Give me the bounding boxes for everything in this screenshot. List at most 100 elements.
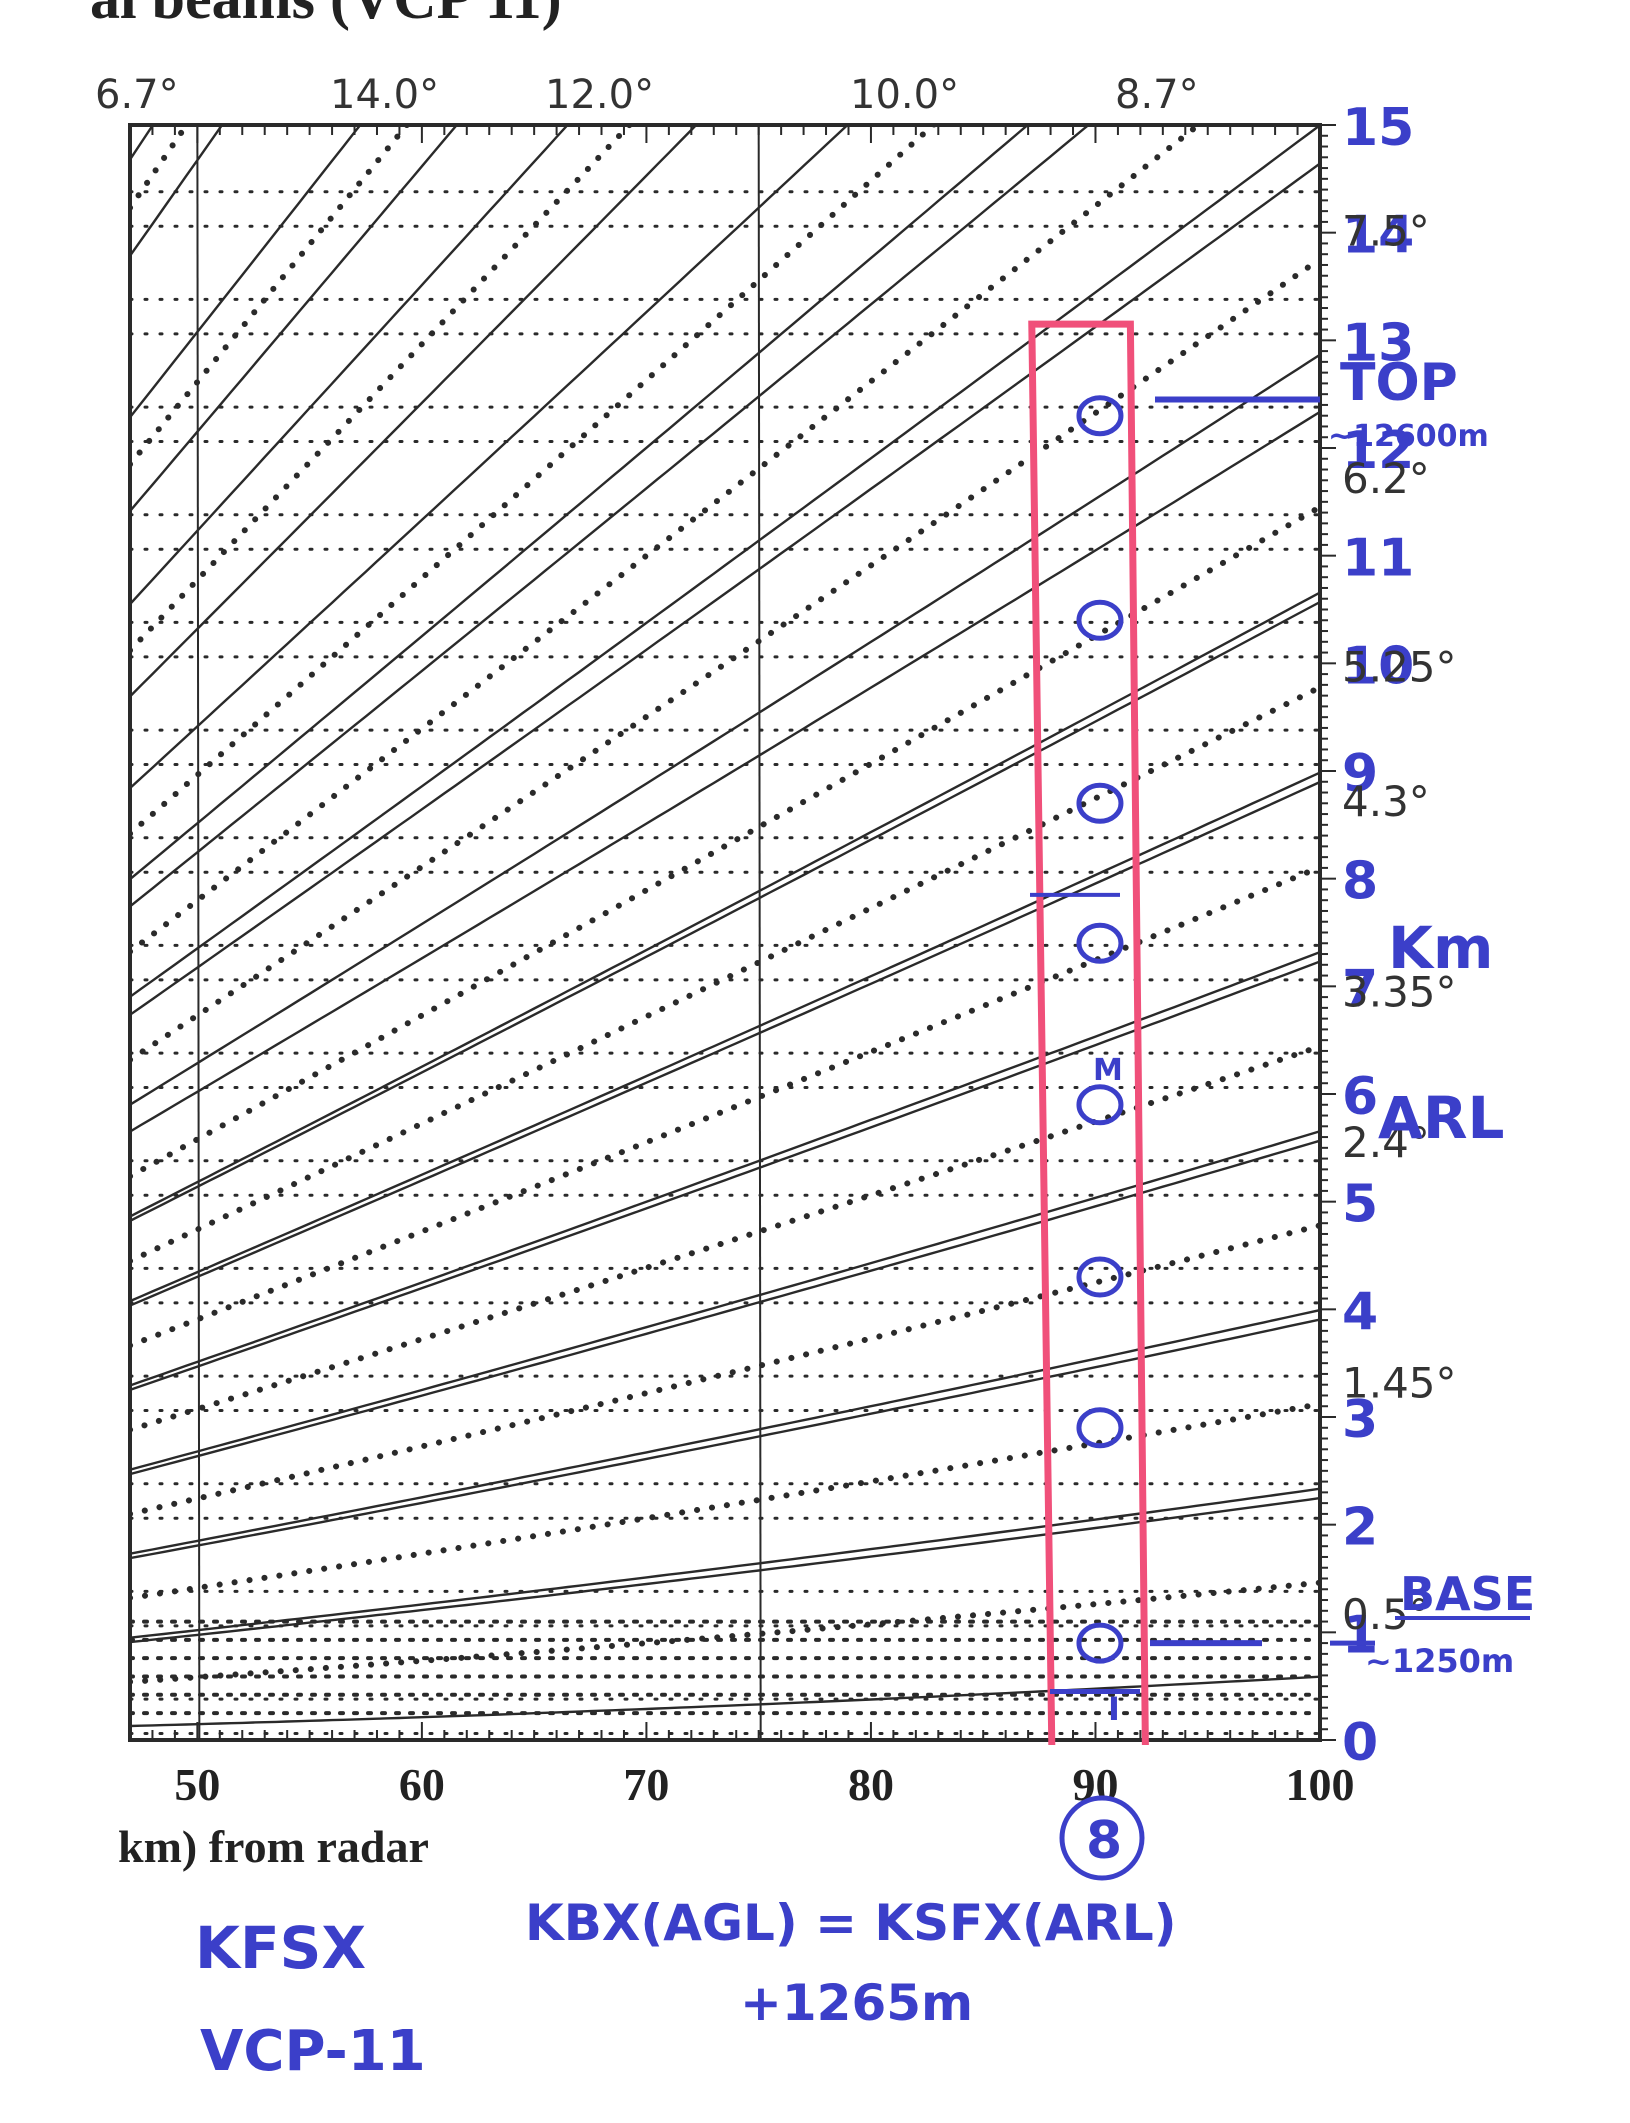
beam-lower-edge [130, 1675, 1320, 1728]
x-tick-label: 80 [848, 1759, 894, 1810]
vcp-annotation: VCP-11 [200, 2019, 426, 2084]
i-mark: I [1108, 1690, 1120, 1728]
x-tick-label: 70 [623, 1759, 669, 1810]
circled-sample-point [1076, 1622, 1124, 1664]
top-elevation-label: 8.7° [1115, 72, 1199, 118]
beam-centre-dots [130, 125, 411, 468]
beam-centre-dots [130, 125, 1204, 955]
top-value-annotation: ~12600m [1328, 419, 1489, 454]
beam-lower-edge [130, 125, 1030, 881]
right-elevation-label: 5.25° [1342, 642, 1457, 691]
reference-annotation: ARL [1378, 1084, 1505, 1152]
circled-sample-point [1076, 395, 1124, 437]
beam-upper-edge [130, 125, 1091, 908]
y-tick-label: 0 [1342, 1713, 1378, 1773]
beam-lower-edge [130, 600, 1320, 1222]
right-elevation-label: 2.4° [1342, 1118, 1430, 1167]
m-mark: M [1093, 1053, 1123, 1088]
right-elevation-label: 7.5° [1342, 206, 1430, 255]
axis-layer [128, 123, 1336, 1742]
top-elevation-label: 14.0° [330, 72, 439, 118]
formula-line1: KBX(AGL) = KSFX(ARL) [525, 1894, 1177, 1952]
top-elevation-label: 6.7° [95, 72, 179, 118]
beam-lower-edge [130, 125, 1320, 998]
y-tick-label: 2 [1342, 1498, 1378, 1558]
x-tick-label: 100 [1286, 1759, 1355, 1810]
beam-upper-edge [130, 410, 1320, 1133]
beam-upper-edge [130, 950, 1320, 1387]
right-elevation-label: 4.3° [1342, 777, 1430, 826]
beam-lower-edge [130, 125, 459, 512]
beam-centre-dots [130, 1579, 1320, 1685]
beam-centre-dots [130, 1401, 1320, 1601]
beam-layer [130, 125, 1320, 1728]
beam-upper-edge [130, 1308, 1320, 1555]
annotation-layer [1028, 320, 1530, 1746]
beam-lower-edge [130, 780, 1320, 1307]
highlight-column [1028, 320, 1149, 1746]
y-tick-label: 3 [1342, 1390, 1378, 1450]
y-tick-label: 10 [1342, 636, 1414, 696]
beam-centre-dots [130, 125, 634, 654]
beam-centre-dots [130, 504, 1320, 1180]
beam-lower-edge [130, 353, 1320, 1106]
beam-upper-edge [130, 1130, 1320, 1471]
beam-lower-edge [130, 125, 224, 257]
station-annotation: KFSX [195, 1914, 366, 1982]
y-tick-label: 14 [1342, 206, 1414, 266]
y-tick-label: 9 [1342, 744, 1378, 804]
top-annotation: TOP [1340, 353, 1458, 413]
chart-title-fragment: al beams (VCP 11) [90, 0, 562, 31]
grid-vertical-line [196, 125, 201, 1740]
y-tick-label: 6 [1342, 1067, 1378, 1127]
beam-lower-edge [130, 1496, 1320, 1644]
y-tick-label: 8 [1342, 852, 1378, 912]
y-tick-label: 11 [1342, 529, 1414, 589]
top-elevation-label: 10.0° [850, 72, 959, 118]
base-value-annotation: ~1250m [1365, 1642, 1514, 1680]
beam-upper-edge [130, 771, 1320, 1303]
beam-lower-edge [130, 1139, 1320, 1476]
circled-sample-point [1076, 1256, 1124, 1298]
right-elevation-label: 3.35° [1342, 967, 1457, 1016]
beam-lower-edge [130, 1318, 1320, 1560]
count-annotation: 8 [1086, 1811, 1122, 1871]
x-tick-label: 50 [174, 1759, 220, 1810]
beam-upper-edge [130, 1487, 1320, 1639]
beam-upper-edge [130, 125, 362, 419]
beam-lower-edge [130, 960, 1320, 1392]
y-tick-label: 13 [1342, 313, 1414, 373]
count-circle [1059, 1795, 1145, 1881]
y-tick-label: 7 [1342, 959, 1378, 1019]
x-axis-label: km) from radar [118, 1821, 429, 1872]
beam-upper-edge [130, 125, 850, 789]
beam-lower-edge [130, 125, 698, 698]
beam-centre-dots [130, 684, 1320, 1264]
beam-centre-dots [130, 256, 1320, 1063]
formula-line2: +1265m [740, 1974, 973, 2032]
beam-upper-edge [130, 162, 1320, 1016]
y-tick-label: 1 [1342, 1605, 1378, 1665]
circled-sample-point [1076, 1407, 1124, 1449]
y-tick-label: 12 [1342, 421, 1414, 481]
label-layer: 50 60 70 80 90 10001234567891011121314157.5°6… [95, 72, 1457, 1810]
grid-vertical-line [757, 125, 762, 1740]
beam-centre-dots [130, 864, 1320, 1349]
beam-upper-edge [130, 591, 1320, 1218]
right-elevation-label: 0.5° [1342, 1590, 1430, 1639]
circled-sample-point [1076, 599, 1124, 641]
y-tick-label: 4 [1342, 1282, 1378, 1342]
circled-sample-point [1076, 922, 1124, 964]
y-tick-label: 5 [1342, 1175, 1378, 1235]
circled-sample-point [1076, 1084, 1124, 1126]
right-elevation-label: 6.2° [1342, 454, 1430, 503]
right-elevation-label: 1.45° [1342, 1358, 1457, 1407]
base-annotation: BASE [1400, 1567, 1535, 1621]
circled-sample-point [1076, 782, 1124, 824]
top-elevation-label: 12.0° [545, 72, 654, 118]
y-tick-label: 15 [1342, 98, 1414, 158]
x-tick-label: 60 [399, 1759, 445, 1810]
x-tick-label: 90 [1072, 1759, 1118, 1810]
